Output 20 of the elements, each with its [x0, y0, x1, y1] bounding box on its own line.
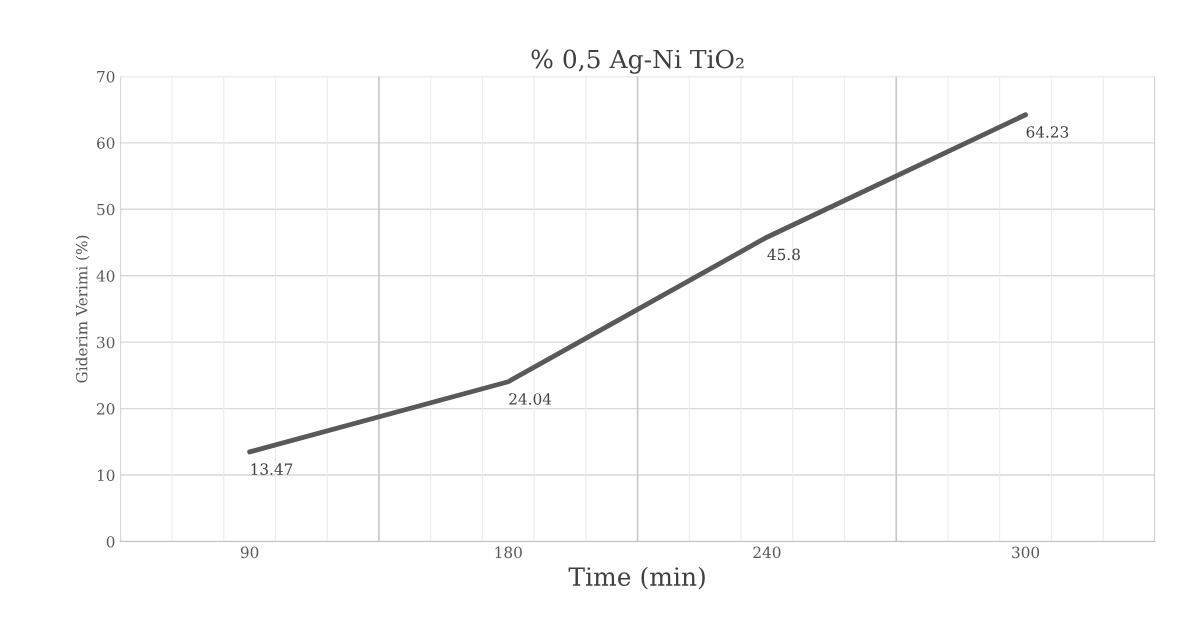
x-axis-title: Time (min): [568, 566, 705, 590]
data-label: 13.47: [251, 463, 293, 475]
data-label: 64.23: [1026, 126, 1069, 138]
x-tick-label: 240: [753, 546, 781, 559]
chart-title: % 0,5 Ag-Ni TiO₂: [531, 49, 744, 74]
y-tick-label: 60: [97, 137, 115, 149]
x-tick-label: 180: [495, 546, 522, 559]
line-series: [247, 112, 1028, 455]
data-label: 24.04: [509, 393, 552, 405]
x-tick-label: 300: [1012, 546, 1040, 559]
y-tick-label: 20: [97, 403, 115, 415]
y-tick-label: 50: [97, 203, 115, 216]
y-tick-label: 10: [97, 469, 115, 482]
data-label: 45.8: [767, 248, 800, 261]
y-tick-label: 70: [97, 70, 115, 83]
y-tick-label: 40: [96, 270, 115, 282]
y-axis-title: Giderim Verimi (%): [75, 235, 90, 383]
x-tick-label: 90: [240, 546, 259, 559]
y-tick-label: 0: [106, 535, 115, 548]
y-tick-label: 30: [97, 336, 115, 349]
